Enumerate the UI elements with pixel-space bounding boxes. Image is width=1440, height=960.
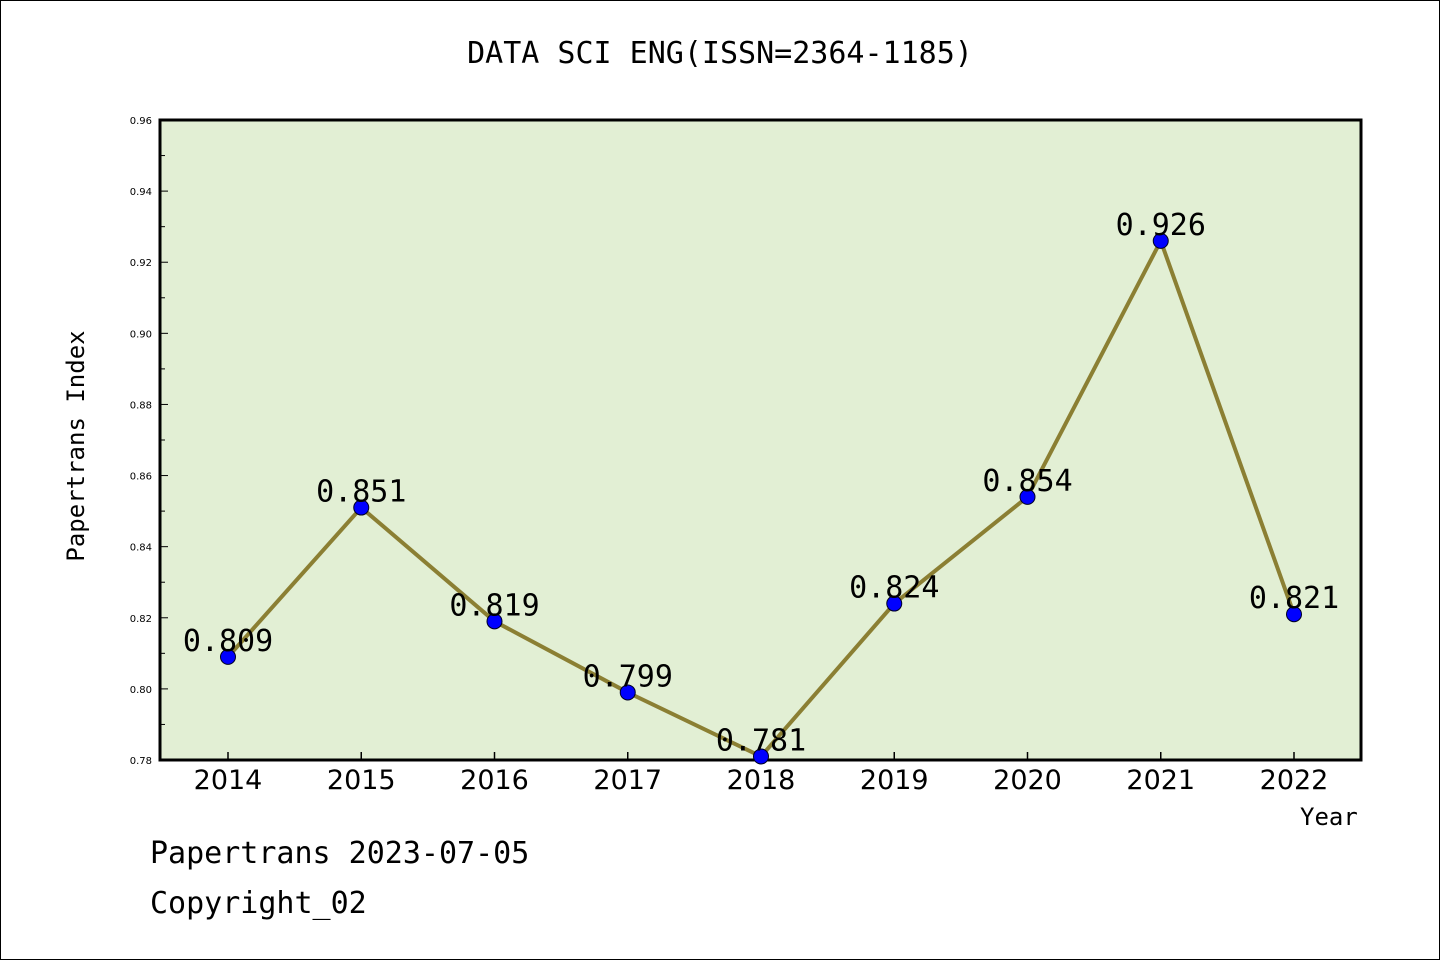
- y-tick-label: 0.86: [130, 472, 152, 483]
- x-tick-label: 2016: [460, 765, 529, 796]
- footer-date: Papertrans 2023-07-05: [150, 836, 530, 871]
- data-point: [1286, 606, 1302, 623]
- x-tick-label: 2019: [860, 765, 929, 796]
- x-axis-label: Year: [1300, 803, 1358, 831]
- y-tick-label: 0.90: [130, 329, 152, 340]
- data-label: 0.851: [316, 475, 406, 510]
- data-label: 0.809: [183, 624, 273, 659]
- plot-area: [158, 118, 1363, 762]
- y-tick-label: 0.92: [130, 258, 152, 269]
- footer-copyright: Copyright_02: [150, 886, 367, 921]
- y-tick-label: 0.80: [130, 685, 152, 696]
- chart-title: DATA SCI ENG(ISSN=2364-1185): [467, 36, 973, 71]
- data-point: [1152, 232, 1169, 249]
- y-axis: 0.78 0.80 0.82 0.84 0.86 0.88 0.90 0.92 0.94 0.96: [130, 116, 168, 767]
- data-point: [886, 595, 903, 612]
- y-axis-label: Papertrans Index: [62, 330, 90, 562]
- x-tick-label: 2014: [194, 765, 263, 796]
- y-tick-label: 0.84: [130, 543, 152, 554]
- data-label: 0.926: [1116, 208, 1206, 243]
- y-tick-label: 0.82: [130, 614, 152, 625]
- data-labels: 0.809 0.851 0.819 0.799 0.781 0.824 0.854 0.926…: [183, 208, 1339, 759]
- data-label: 0.821: [1249, 581, 1339, 616]
- data-label: 0.824: [849, 571, 939, 606]
- y-tick-label: 0.94: [130, 187, 152, 198]
- x-tick-label: 2017: [593, 765, 662, 796]
- data-point: [753, 748, 769, 765]
- y-tick-label: 0.96: [130, 116, 152, 127]
- y-tick-label: 0.88: [130, 400, 152, 411]
- data-point: [220, 648, 236, 665]
- data-point: [353, 499, 370, 516]
- x-tick-label: 2022: [1260, 765, 1329, 796]
- y-tick-label: 0.78: [130, 756, 152, 767]
- data-label: 0.819: [449, 588, 539, 623]
- data-point: [486, 613, 503, 630]
- x-tick-label: 2020: [993, 765, 1062, 796]
- data-label: 0.854: [982, 464, 1072, 499]
- data-point: [619, 684, 636, 701]
- x-tick-label: 2018: [727, 765, 796, 796]
- x-tick-label: 2015: [327, 765, 396, 796]
- data-points: [220, 232, 1302, 765]
- x-axis: 2014 2015 2016 2017 2018 2019 2020 2021 2022: [194, 752, 1329, 796]
- x-tick-label: 2021: [1126, 765, 1195, 796]
- data-point: [1019, 488, 1036, 505]
- data-label: 0.781: [716, 723, 806, 758]
- data-label: 0.799: [583, 659, 673, 694]
